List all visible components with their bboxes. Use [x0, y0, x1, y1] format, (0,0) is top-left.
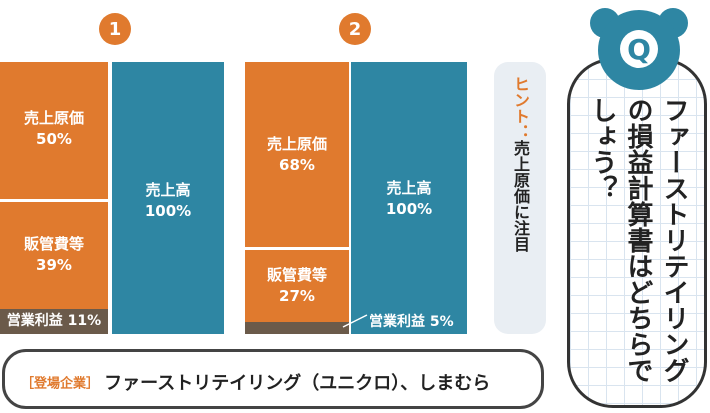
chart1-number: 1	[108, 18, 122, 40]
hint-content: 売上原価に注目	[511, 140, 530, 252]
chart1-sga-pct: 39%	[36, 256, 72, 274]
chart1-profit-pct: 11%	[67, 313, 102, 329]
chart2-sga-label-group: 販管費等 27%	[245, 265, 349, 307]
chart2-profit-label-group: 営業利益 5%	[369, 312, 467, 333]
chart2-sales-label-group: 売上高 100%	[351, 178, 467, 220]
chart1-sales-label-group: 売上高 100%	[112, 180, 224, 222]
question-text: ファーストリテイリングの損益計算書はどちらでしょう？	[587, 97, 689, 383]
chart2-sales-pct: 100%	[385, 200, 433, 218]
chart1-number-badge: 1	[99, 13, 131, 45]
chart1-cost-label-group: 売上原価 50%	[0, 108, 108, 150]
chart2-number: 2	[348, 18, 362, 40]
companies-line: ［登場企業］ ファーストリテイリング（ユニクロ）、しまむら	[21, 369, 490, 395]
companies-box: ［登場企業］ ファーストリテイリング（ユニクロ）、しまむら	[2, 349, 544, 409]
chart1-profit-segment	[0, 309, 108, 334]
question-badge: Q	[590, 2, 690, 92]
chart2-cost-label: 売上原価	[266, 135, 327, 153]
chart2-sales-label: 売上高	[386, 179, 432, 197]
chart2-cost-pct: 68%	[279, 156, 315, 174]
chart1-sga-label-group: 販管費等 39%	[0, 234, 108, 276]
companies-names: ファーストリテイリング（ユニクロ）、しまむら	[104, 373, 491, 394]
chart1-sales-bar	[112, 62, 224, 334]
chart2-cost-label-group: 売上原価 68%	[245, 134, 349, 176]
chart1-sales-label: 売上高	[145, 181, 191, 199]
chart2-number-badge: 2	[339, 13, 371, 45]
question-panel: ファーストリテイリングの損益計算書はどちらでしょう？	[567, 58, 707, 408]
chart2-profit-leader-line	[342, 314, 368, 328]
chart1-cost-pct: 50%	[36, 130, 72, 148]
q-letter: Q	[620, 30, 658, 68]
chart2-sga-segment	[245, 250, 349, 322]
chart1: 売上原価 50% 販管費等 39% 営業利益 11% 売上高 100%	[0, 62, 224, 334]
hint-text: ヒント：売上原価に注目	[505, 76, 535, 252]
chart2: 売上原価 68% 販管費等 27% 売上高 100% 営業利益 5%	[245, 62, 467, 334]
chart1-divider	[0, 199, 108, 202]
chart1-profit-label-group: 営業利益 11%	[0, 311, 108, 332]
chart2-sga-label: 販管費等	[266, 266, 327, 284]
chart1-sga-segment	[0, 202, 108, 309]
chart2-profit-segment	[245, 322, 349, 334]
chart1-cost-segment	[0, 62, 108, 199]
chart1-sales-pct: 100%	[144, 202, 192, 220]
chart2-sales-bar	[351, 62, 467, 334]
chart1-sga-label: 販管費等	[23, 235, 84, 253]
chart1-profit-label: 営業利益	[6, 313, 63, 329]
chart2-profit-pct: 5%	[429, 314, 454, 330]
chart1-cost-label: 売上原価	[23, 109, 84, 127]
companies-tag: ［登場企業］	[21, 376, 100, 392]
hint-label: ヒント：	[511, 76, 530, 140]
hint-box: ヒント：売上原価に注目	[494, 62, 546, 334]
chart2-divider	[245, 247, 349, 250]
chart2-cost-segment	[245, 62, 349, 247]
chart2-sga-pct: 27%	[279, 287, 315, 305]
chart2-profit-label: 営業利益	[369, 314, 425, 330]
